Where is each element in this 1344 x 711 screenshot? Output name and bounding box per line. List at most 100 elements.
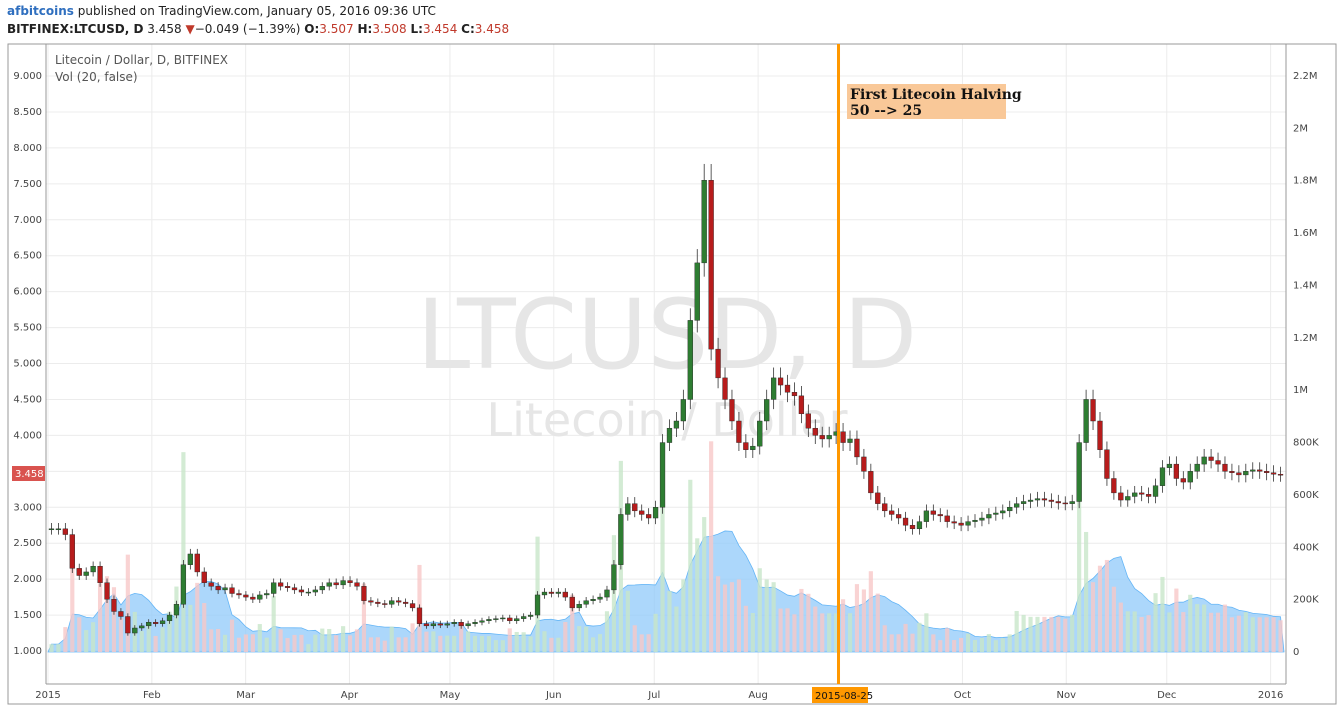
candle-body — [590, 599, 596, 601]
volume-bar — [792, 614, 797, 652]
candle-body — [986, 514, 992, 519]
volume-bar — [188, 604, 193, 652]
volume-bar — [49, 644, 54, 652]
candle-body — [83, 571, 89, 576]
volume-bar — [292, 634, 297, 652]
volume-bar — [459, 623, 464, 652]
candle-body — [1014, 503, 1020, 508]
author-link[interactable]: afbitcoins — [7, 4, 74, 18]
volume-bar — [334, 635, 339, 652]
candle-body — [687, 320, 693, 400]
volume-bar — [1042, 616, 1047, 652]
volume-bar — [313, 634, 318, 652]
volume-bar — [757, 568, 762, 652]
candle-body — [1062, 502, 1068, 505]
candle-body — [583, 600, 589, 605]
candle-body — [354, 582, 360, 587]
candle-body — [1139, 492, 1145, 495]
candle-body — [1159, 467, 1166, 486]
volume-bar — [1077, 467, 1082, 652]
candle-body — [632, 503, 638, 512]
candle-body — [840, 431, 846, 443]
candle-body — [854, 438, 860, 458]
candle-body — [444, 623, 450, 626]
volume-bar — [688, 479, 693, 652]
volume-bar — [243, 634, 248, 652]
candle-body — [527, 614, 534, 617]
candle-body — [479, 620, 485, 623]
price-tick-label: 6.500 — [13, 251, 42, 262]
candles-layer — [48, 163, 1284, 636]
volume-bar — [486, 636, 492, 652]
candle-body — [139, 625, 145, 629]
volume-bar — [736, 579, 741, 652]
candle-body — [548, 591, 555, 594]
candle-body — [1250, 469, 1256, 472]
volume-bar — [854, 584, 860, 652]
volume-tick-label: 1.6M — [1293, 228, 1318, 239]
candle-body — [757, 420, 763, 447]
candle-body — [639, 510, 645, 515]
volume-bar — [1195, 604, 1200, 652]
time-tick-label: Jul — [647, 690, 660, 701]
time-tick-label: Aug — [748, 690, 768, 701]
volume-bar — [1243, 612, 1248, 652]
low-value: 3.454 — [422, 22, 458, 36]
volume-bar — [1188, 594, 1193, 652]
candle-body — [507, 617, 513, 622]
volume-bar — [827, 613, 832, 652]
candle-body — [347, 580, 353, 583]
watermark-symbol: LTCUSD, D — [417, 279, 917, 391]
candle-body — [132, 627, 138, 634]
candle-body — [1145, 494, 1152, 497]
volume-bar — [1132, 611, 1137, 652]
candle-body — [76, 568, 82, 576]
candle-body — [208, 582, 214, 587]
volume-bar — [403, 637, 408, 652]
volume-bar — [216, 628, 221, 652]
candle-body — [1041, 498, 1048, 501]
candle-body — [298, 589, 305, 593]
volume-bar — [549, 637, 554, 652]
candle-body — [180, 564, 187, 605]
volume-bar — [667, 591, 672, 652]
volume-bar — [965, 633, 971, 652]
candle-body — [451, 622, 457, 624]
volume-bar — [1021, 614, 1026, 652]
candle-body — [62, 528, 68, 535]
volume-bar — [1236, 615, 1241, 652]
candle-body — [1180, 478, 1186, 483]
candle-body — [1069, 501, 1075, 504]
volume-bar — [1160, 576, 1165, 652]
candle-body — [1132, 492, 1138, 497]
price-tick-label: 6.000 — [13, 287, 42, 298]
candle-body — [521, 616, 527, 619]
volume-indicator-label[interactable]: Vol (20, false) — [55, 70, 138, 84]
price-tick-label: 2.000 — [13, 574, 42, 585]
candle-body — [1166, 463, 1173, 468]
price-tick-label: 2.500 — [13, 538, 42, 549]
volume-bar — [77, 617, 82, 652]
volume-bar — [514, 631, 519, 652]
price-tick-label: 1.500 — [13, 610, 42, 621]
candle-body — [1083, 399, 1089, 443]
price-change: −0.049 (−1.39%) — [194, 22, 301, 36]
candle-body — [1048, 499, 1055, 502]
candle-body — [1264, 471, 1270, 473]
annotation-box[interactable] — [847, 84, 1006, 119]
volume-tick-label: 0 — [1293, 647, 1299, 658]
time-axis: 2015 Feb Mar Apr May Jun Jul Aug Oct Nov Dec 2016 — [35, 690, 1283, 701]
volume-bar — [354, 629, 360, 652]
volume-tick-label: 1M — [1293, 385, 1308, 396]
candle-body — [875, 492, 881, 504]
candle-body — [1104, 449, 1110, 479]
candle-body — [666, 427, 673, 443]
volume-bar — [250, 634, 255, 652]
volume-bar — [1264, 617, 1269, 652]
volume-bar — [257, 624, 262, 652]
volume-bar — [479, 635, 485, 652]
candle-body — [555, 591, 562, 594]
high-label: H: — [357, 22, 373, 36]
volume-bar — [229, 619, 235, 652]
